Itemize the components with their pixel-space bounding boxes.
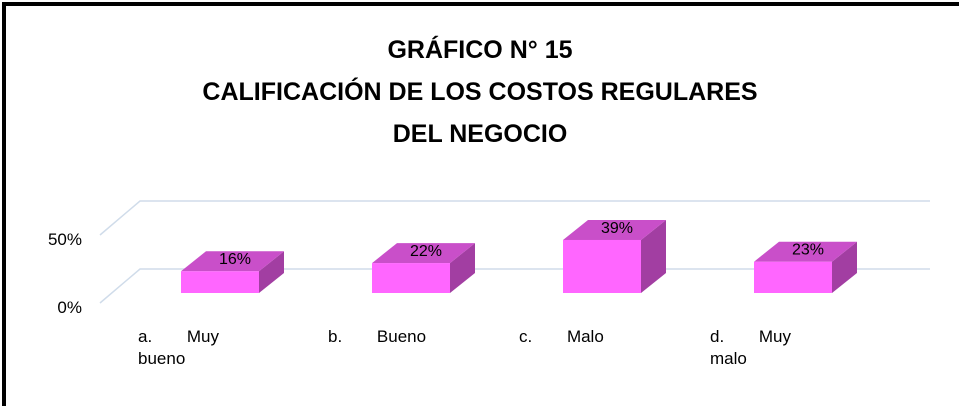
bar <box>754 261 832 293</box>
bar-top <box>372 243 475 264</box>
grid-line <box>99 268 930 304</box>
data-label: 22% <box>410 243 442 260</box>
chart-title: DEL NEGOCIO <box>393 120 568 148</box>
x-tick-label: b. Bueno <box>328 327 427 346</box>
data-label: 16% <box>219 251 251 268</box>
bar <box>181 271 259 293</box>
bar-side <box>832 241 857 293</box>
bar-side <box>450 243 475 293</box>
bar-top <box>181 251 284 272</box>
data-label: 39% <box>601 220 633 237</box>
y-tick-label: 50% <box>48 230 82 249</box>
bar-side <box>641 219 666 293</box>
grid-line <box>99 200 930 236</box>
x-tick-label: a. Muy bueno <box>138 327 220 368</box>
x-tick-label: d. Muy malo <box>710 327 792 368</box>
x-tick-label: c. Malo <box>519 327 604 346</box>
chart-title: CALIFICACIÓN DE LOS COSTOS REGULARES <box>202 76 757 106</box>
bar-side <box>259 251 284 293</box>
chart-title: GRÁFICO N° 15 <box>387 35 572 64</box>
bar-top <box>754 241 857 262</box>
y-tick-label: 0% <box>57 298 82 317</box>
bar-top <box>563 219 666 240</box>
bar <box>563 239 641 293</box>
data-label: 23% <box>792 242 824 259</box>
bar <box>372 263 450 293</box>
